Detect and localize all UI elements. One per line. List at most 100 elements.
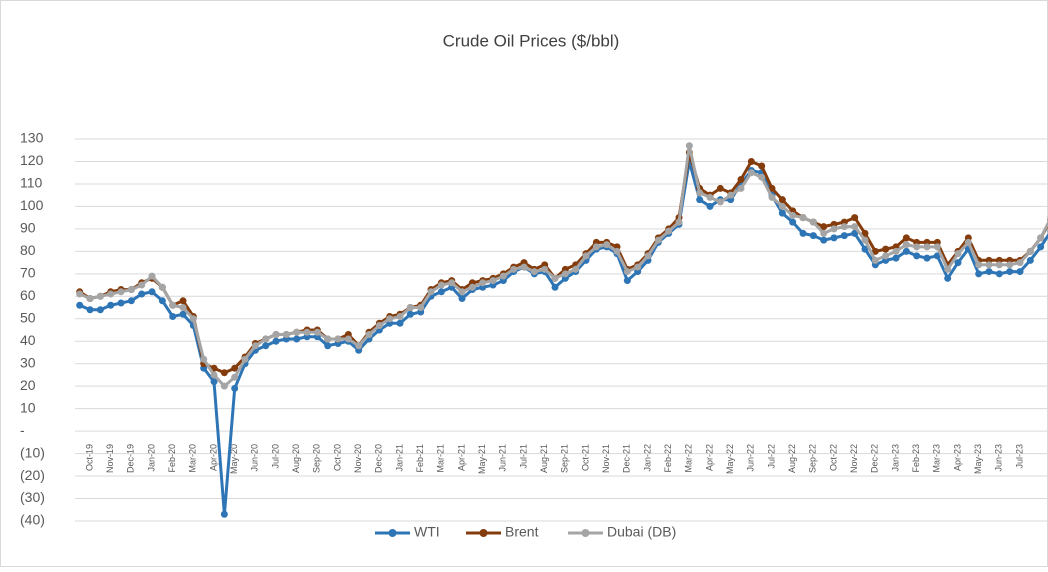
data-point bbox=[304, 329, 311, 336]
legend-marker bbox=[582, 529, 590, 537]
data-point bbox=[872, 257, 879, 264]
data-point bbox=[624, 277, 631, 284]
data-point bbox=[293, 329, 300, 336]
data-point bbox=[820, 230, 827, 237]
data-point bbox=[955, 250, 962, 257]
data-point bbox=[200, 356, 207, 363]
data-point bbox=[717, 198, 724, 205]
data-point bbox=[138, 291, 145, 298]
data-point bbox=[386, 315, 393, 322]
y-tick-label: 120 bbox=[20, 152, 44, 168]
y-tick-label: (30) bbox=[20, 489, 45, 505]
data-point bbox=[1017, 268, 1024, 275]
x-tick-label: Oct-22 bbox=[828, 444, 838, 471]
data-point bbox=[717, 185, 724, 192]
data-point bbox=[727, 192, 734, 199]
data-point bbox=[779, 203, 786, 210]
data-point bbox=[841, 223, 848, 230]
data-point bbox=[107, 302, 114, 309]
y-tick-label: 30 bbox=[20, 354, 36, 370]
data-point bbox=[800, 214, 807, 221]
data-point bbox=[407, 304, 414, 311]
data-point bbox=[314, 329, 321, 336]
chart-title: Crude Oil Prices ($/bbl) bbox=[443, 31, 620, 50]
x-tick-label: Dec-19 bbox=[126, 444, 136, 473]
data-point bbox=[696, 196, 703, 203]
x-tick-label: Nov-19 bbox=[105, 444, 115, 473]
data-point bbox=[221, 369, 228, 376]
x-tick-label: Jan-23 bbox=[890, 444, 900, 472]
data-point bbox=[810, 232, 817, 239]
data-point bbox=[345, 335, 352, 342]
data-point bbox=[893, 255, 900, 262]
data-point bbox=[583, 252, 590, 259]
data-point bbox=[324, 335, 331, 342]
y-tick-label: 50 bbox=[20, 309, 36, 325]
x-tick-label: Jun-20 bbox=[250, 444, 260, 472]
data-point bbox=[903, 234, 910, 241]
x-tick-label: Aug-21 bbox=[539, 444, 549, 473]
y-tick-label: 90 bbox=[20, 220, 36, 236]
x-tick-label: Jul-21 bbox=[518, 444, 528, 469]
data-point bbox=[800, 230, 807, 237]
data-point bbox=[231, 385, 238, 392]
data-point bbox=[417, 304, 424, 311]
x-tick-label: Jan-21 bbox=[394, 444, 404, 472]
data-point bbox=[944, 266, 951, 273]
data-point bbox=[738, 176, 745, 183]
data-point bbox=[903, 248, 910, 255]
data-point bbox=[1006, 268, 1013, 275]
data-point bbox=[221, 383, 228, 390]
x-tick-label: Dec-21 bbox=[622, 444, 632, 473]
data-point bbox=[407, 311, 414, 318]
data-point bbox=[1027, 257, 1034, 264]
data-point bbox=[645, 252, 652, 259]
data-point bbox=[882, 246, 889, 253]
x-tick-label: Mar-21 bbox=[436, 444, 446, 473]
x-tick-label: Sep-21 bbox=[560, 444, 570, 473]
y-tick-label: 60 bbox=[20, 287, 36, 303]
y-tick-label: - bbox=[20, 422, 25, 438]
x-tick-label: Apr-23 bbox=[952, 444, 962, 471]
data-point bbox=[252, 342, 259, 349]
x-tick-label: Jun-23 bbox=[994, 444, 1004, 472]
data-point bbox=[686, 142, 693, 149]
data-point bbox=[190, 315, 197, 322]
data-point bbox=[779, 210, 786, 217]
x-tick-label: Jan-20 bbox=[146, 444, 156, 472]
x-tick-label: Mar-20 bbox=[188, 444, 198, 473]
data-point bbox=[76, 302, 83, 309]
x-tick-label: Aug-22 bbox=[787, 444, 797, 473]
data-point bbox=[758, 162, 765, 169]
data-point bbox=[862, 237, 869, 244]
x-tick-label: May-23 bbox=[973, 444, 983, 474]
data-point bbox=[996, 270, 1003, 277]
x-tick-label: Nov-21 bbox=[601, 444, 611, 473]
data-point bbox=[975, 261, 982, 268]
y-tick-label: (20) bbox=[20, 467, 45, 483]
data-point bbox=[986, 268, 993, 275]
data-point bbox=[913, 243, 920, 250]
data-point bbox=[128, 286, 135, 293]
data-point bbox=[986, 261, 993, 268]
data-point bbox=[149, 288, 156, 295]
data-point bbox=[97, 293, 104, 300]
x-tick-label: May-21 bbox=[477, 444, 487, 474]
data-point bbox=[262, 335, 269, 342]
y-tick-label: 80 bbox=[20, 242, 36, 258]
x-tick-label: Aug-20 bbox=[291, 444, 301, 473]
data-point bbox=[521, 264, 528, 271]
data-point bbox=[738, 185, 745, 192]
data-point bbox=[107, 291, 114, 298]
data-point bbox=[562, 270, 569, 277]
data-point bbox=[541, 266, 548, 273]
y-tick-label: 130 bbox=[20, 130, 44, 146]
data-point bbox=[552, 284, 559, 291]
x-tick-label: Feb-21 bbox=[415, 444, 425, 473]
y-tick-label: 40 bbox=[20, 332, 36, 348]
data-point bbox=[624, 268, 631, 275]
x-tick-label: Jun-21 bbox=[498, 444, 508, 472]
data-point bbox=[159, 297, 166, 304]
x-tick-label: Sep-22 bbox=[808, 444, 818, 473]
